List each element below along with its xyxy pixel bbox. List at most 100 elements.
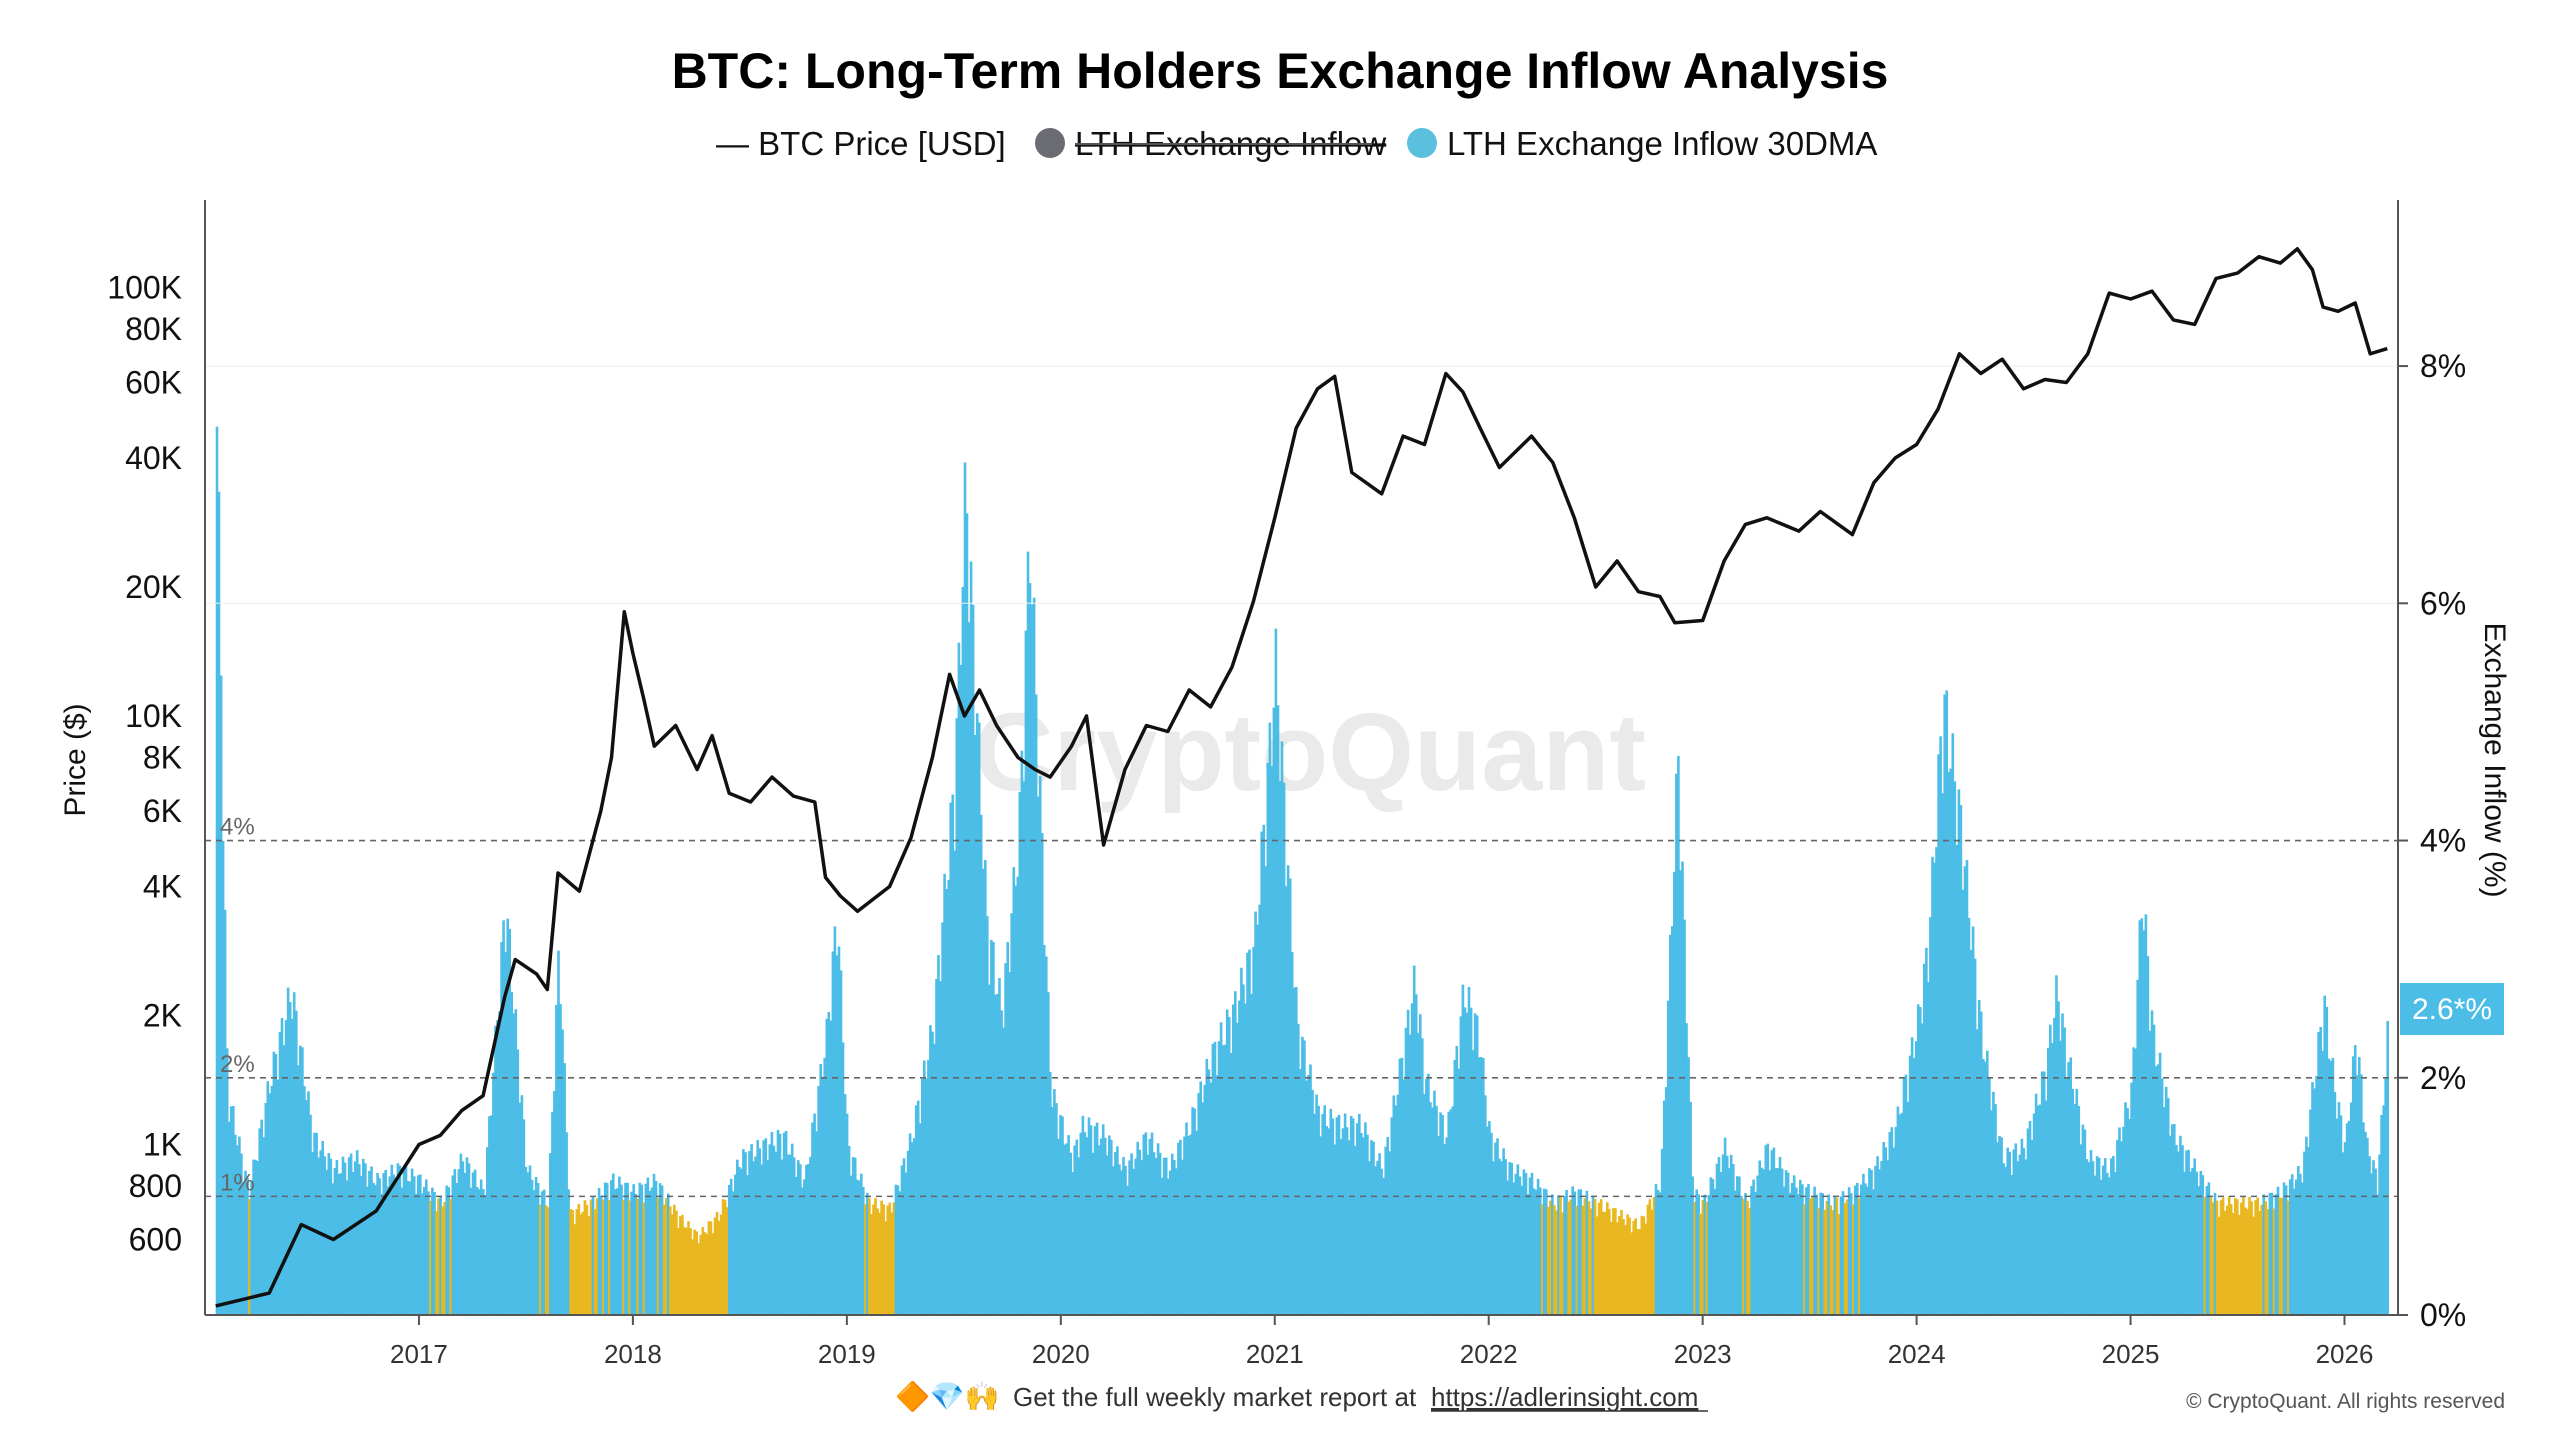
x-axis-ticks: 2017 2018 2019 2020 2021 2022 2023 2024 2025 2026	[390, 1315, 2373, 1369]
inflow-bar	[963, 462, 967, 1315]
inflow-bar	[1945, 690, 1948, 1315]
inflow-bar	[671, 1214, 674, 1315]
inflow-bar	[939, 981, 942, 1315]
inflow-bar	[1264, 866, 1268, 1315]
inflow-bar	[1715, 1163, 1719, 1315]
inflow-bar	[1750, 1186, 1753, 1315]
inflow-bar	[2278, 1197, 2282, 1315]
inflow-bar	[2323, 995, 2326, 1315]
inflow-bar	[1195, 1130, 1198, 1315]
inflow-bar	[1207, 1069, 1211, 1315]
legend-item-btc-price[interactable]: — BTC Price [USD]	[716, 125, 1006, 162]
inflow-bar	[551, 1111, 554, 1315]
reference-line-label: 2%	[220, 1051, 255, 1078]
inflow-bar	[705, 1233, 709, 1315]
inflow-bar	[229, 1106, 233, 1315]
inflow-bar	[534, 1177, 538, 1315]
inflow-bar	[2081, 1124, 2085, 1315]
inflow-bar	[1313, 1113, 1316, 1315]
inflow-bar	[559, 1004, 562, 1315]
inflow-bar	[258, 1128, 261, 1315]
inflow-bar	[853, 1157, 857, 1315]
inflow-bar	[1429, 1102, 1432, 1315]
inflow-bar	[540, 1191, 544, 1315]
footer-link[interactable]: https://adlerinsight.com	[1431, 1382, 1698, 1412]
inflow-bar	[1532, 1188, 1536, 1315]
inflow-bar	[221, 840, 225, 1315]
inflow-bar	[1040, 833, 1044, 1315]
inflow-bar	[282, 1045, 286, 1315]
inflow-bar	[1721, 1154, 1725, 1315]
inflow-bar	[1327, 1128, 1331, 1315]
inflow-bar	[1817, 1207, 1820, 1315]
inflow-bar	[1449, 1109, 1452, 1315]
inflow-bar	[2148, 1030, 2152, 1315]
inflow-bar	[1764, 1145, 1768, 1315]
inflow-bar	[2282, 1182, 2286, 1315]
inflow-bar	[1725, 1155, 1729, 1315]
inflow-bar	[1069, 1152, 1072, 1315]
inflow-bar	[1225, 1009, 1229, 1315]
inflow-bar	[1776, 1168, 1780, 1315]
inflow-bar	[266, 1081, 270, 1315]
inflow-bar	[1022, 781, 1026, 1315]
inflow-bar	[423, 1186, 426, 1315]
inflow-bar	[1522, 1169, 1526, 1315]
inflow-bar	[1132, 1168, 1135, 1315]
inflow-bar	[1488, 1121, 1491, 1315]
inflow-bar	[628, 1200, 631, 1315]
inflow-bar	[2242, 1196, 2245, 1315]
inflow-bar	[447, 1187, 450, 1315]
inflow-bar	[1538, 1187, 1542, 1315]
inflow-bar	[967, 622, 971, 1315]
inflow-bar	[778, 1133, 782, 1315]
inflow-bar	[473, 1169, 477, 1315]
inflow-bar	[1923, 963, 1926, 1315]
inflow-bar	[1709, 1177, 1713, 1315]
inflow-bar	[1421, 1038, 1424, 1315]
inflow-bar	[2270, 1192, 2274, 1315]
inflow-bar	[1614, 1208, 1617, 1315]
inflow-bar	[1758, 1160, 1761, 1315]
inflow-bar	[2160, 1078, 2164, 1315]
inflow-bar	[2360, 1074, 2363, 1315]
inflow-bar	[1516, 1164, 1520, 1315]
inflow-bar	[1719, 1172, 1723, 1315]
inflow-bar	[1845, 1199, 1849, 1315]
inflow-bar	[1341, 1128, 1345, 1315]
inflow-bar	[400, 1187, 404, 1315]
inflow-bar	[1766, 1143, 1770, 1315]
inflow-bar	[1227, 1017, 1231, 1315]
inflow-bar	[2337, 1102, 2341, 1315]
inflow-bar	[1652, 1196, 1656, 1315]
inflow-bar	[358, 1164, 361, 1315]
inflow-bar	[1486, 1126, 1489, 1315]
inflow-bar	[1795, 1187, 1798, 1315]
inflow-bar	[1770, 1150, 1774, 1315]
inflow-bar	[1851, 1204, 1855, 1315]
inflow-bar	[471, 1172, 475, 1315]
inflow-bar	[1384, 1146, 1387, 1315]
inflow-bar	[1051, 1106, 1054, 1315]
inflow-bar	[616, 1188, 619, 1315]
inflow-bar	[524, 1166, 528, 1315]
inflow-bar	[1953, 781, 1957, 1315]
inflow-bar	[660, 1185, 664, 1315]
inflow-bar	[2292, 1188, 2296, 1315]
inflow-bar	[1610, 1221, 1613, 1315]
inflow-bar	[1071, 1172, 1074, 1315]
inflow-bar	[1221, 1045, 1225, 1315]
left-axis-ticks: 100K 80K 60K 40K 20K 10K 8K 6K 4K 2K 1K 800 600	[107, 269, 182, 1257]
inflow-bar	[240, 1153, 243, 1315]
inflow-bar	[2097, 1157, 2101, 1315]
legend-item-lth-30dma[interactable]: LTH Exchange Inflow 30DMA	[1447, 125, 1877, 162]
inflow-bar	[276, 1079, 280, 1315]
inflow-bar	[1451, 1106, 1455, 1315]
inflow-bar	[892, 1202, 896, 1315]
inflow-bar	[984, 860, 987, 1315]
inflow-bar	[2250, 1201, 2253, 1315]
inflow-bar	[225, 1048, 229, 1315]
inflow-bar	[683, 1227, 686, 1315]
inflow-bar	[786, 1154, 790, 1315]
inflow-bar	[1093, 1126, 1097, 1315]
